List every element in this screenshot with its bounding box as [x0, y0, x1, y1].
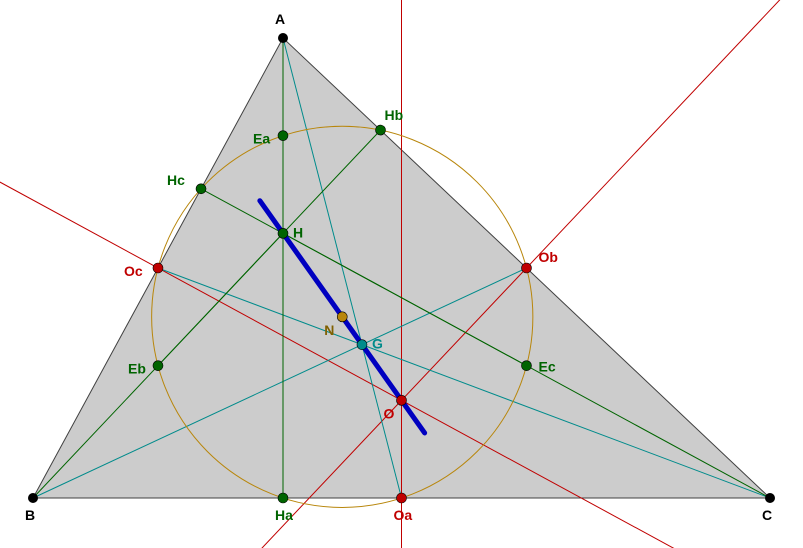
point-hc: [196, 184, 206, 194]
vertex-a-label: A: [275, 11, 285, 27]
point-ea: [278, 131, 288, 141]
point-hc-label: Hc: [167, 172, 185, 188]
point-ea-label: Ea: [253, 131, 270, 147]
point-ob: [522, 263, 532, 273]
point-eb: [153, 361, 163, 371]
point-h: [278, 228, 288, 238]
point-eb-label: Eb: [128, 361, 146, 377]
vertex-c-label: C: [762, 507, 772, 523]
geometry-diagram: Ha Hb Hc Ea Eb Ec Oa Ob Oc N G H O A B C: [0, 0, 803, 548]
point-hb-label: Hb: [385, 107, 404, 123]
point-ha: [278, 493, 288, 503]
vertex-b: [28, 493, 38, 503]
point-hb: [376, 125, 386, 135]
point-ha-label: Ha: [275, 507, 293, 523]
point-g: [357, 340, 367, 350]
vertex-a: [278, 33, 288, 43]
point-ec-label: Ec: [539, 359, 556, 375]
point-oa: [397, 493, 407, 503]
point-ec: [522, 361, 532, 371]
point-oa-label: Oa: [394, 507, 413, 523]
point-o: [397, 395, 407, 405]
vertex-c: [765, 493, 775, 503]
point-h-label: H: [293, 224, 303, 240]
point-n: [337, 312, 347, 322]
point-oc: [153, 263, 163, 273]
point-g-label: G: [372, 336, 383, 352]
point-oc-label: Oc: [124, 263, 143, 279]
vertex-b-label: B: [25, 507, 35, 523]
point-o-label: O: [384, 405, 395, 421]
point-n-label: N: [324, 322, 334, 338]
point-ob-label: Ob: [539, 249, 558, 265]
